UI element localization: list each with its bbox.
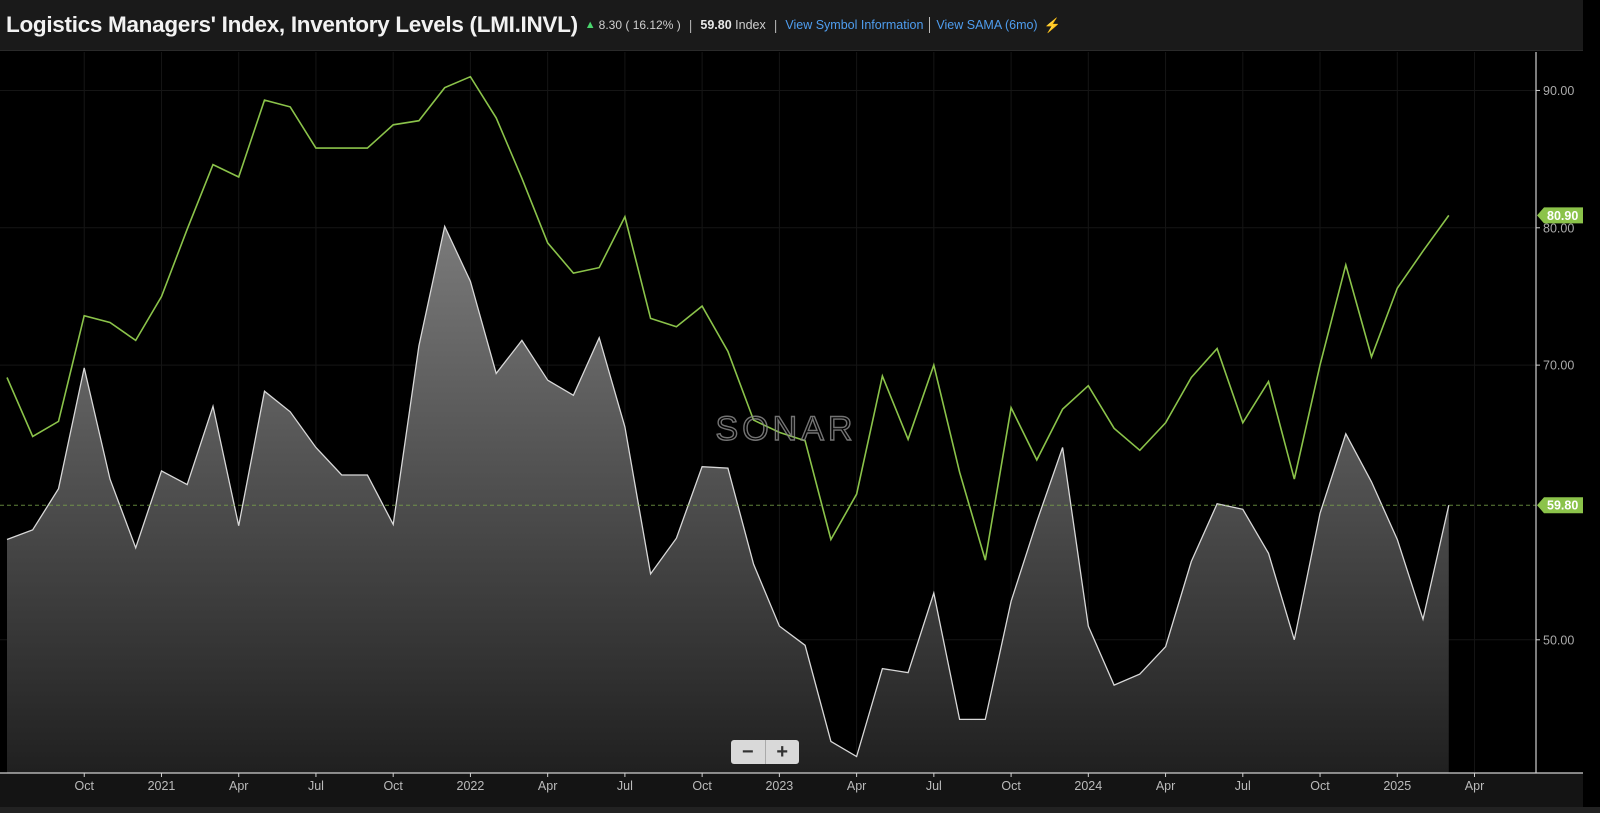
chart-header: Logistics Managers' Index, Inventory Lev… (0, 0, 1583, 51)
legend-swatch (6, 80, 18, 92)
legend-series-name[interactable]: LMI.INVC (23, 79, 76, 93)
x-tick-label: Apr (1156, 779, 1175, 793)
x-tick-label: Apr (538, 779, 557, 793)
x-tick-label: Oct (383, 779, 403, 793)
x-tick-label: Oct (1001, 779, 1021, 793)
x-tick-label: 2025 (1383, 779, 1411, 793)
zoom-in-button[interactable]: + (776, 740, 789, 763)
series-area-fill-lmi-invl (7, 226, 1449, 773)
lightning-icon[interactable]: ⚡ (1043, 16, 1062, 33)
view-symbol-link[interactable]: View Symbol Information (785, 18, 924, 32)
x-tick-label: Apr (229, 779, 248, 793)
end-label-lmi-invc-bg (1537, 207, 1583, 224)
legend: LMI.INVC 80.90 (6, 79, 122, 93)
compare-label: Compare... (15, 63, 65, 74)
change-value: 8.30 ( 16.12% ) (598, 18, 681, 32)
last-value-number: 59.80 (700, 18, 732, 32)
divider: | (688, 17, 693, 33)
x-tick-label: Apr (847, 779, 866, 793)
bottom-scrollbar[interactable] (0, 807, 1600, 813)
divider: | (773, 17, 778, 33)
x-tick-label: Oct (75, 779, 95, 793)
x-axis-background (0, 773, 1583, 807)
legend-series-value: 80.90 (91, 79, 122, 93)
chart-title: Logistics Managers' Index, Inventory Lev… (6, 12, 578, 37)
x-tick-label: Oct (1310, 779, 1330, 793)
plus-icon: + (4, 60, 12, 74)
change-indicator: ▲ 8.30 ( 16.12% ) (585, 18, 681, 32)
series-line-lmi-invl (6, 224, 1450, 758)
x-tick-label: 2021 (148, 779, 176, 793)
x-tick-label: 2024 (1074, 779, 1102, 793)
arrow-up-icon: ▲ (584, 19, 596, 31)
end-label-lmi-invc: 80.90 (1547, 209, 1578, 223)
zoom-out-button[interactable]: − (731, 740, 766, 764)
divider (929, 17, 931, 33)
watermark: SONAR (716, 410, 857, 448)
x-tick-label: 2022 (457, 779, 485, 793)
x-tick-label: Jul (617, 779, 633, 793)
view-sama-link[interactable]: View SAMA (6mo) (936, 18, 1038, 32)
series-line-lmi-invc (6, 75, 1450, 561)
x-tick-label: 2023 (765, 779, 793, 793)
x-tick-label: Oct (692, 779, 712, 793)
x-tick-label: Apr (1465, 779, 1484, 793)
plot-background (0, 51, 1536, 773)
compare-button[interactable]: + Compare... ˄ (4, 60, 74, 74)
chevron-up-icon: ˄ (68, 63, 75, 74)
x-tick-label: Jul (308, 779, 324, 793)
last-value: 59.80 Index (700, 18, 765, 32)
y-tick-label: 70.00 (1543, 359, 1574, 373)
zoom-controls: − + (731, 740, 799, 764)
x-tick-label: Jul (926, 779, 942, 793)
y-tick-label: 90.00 (1543, 84, 1574, 98)
last-value-unit: Index (735, 18, 766, 32)
x-tick-label: Jul (1235, 779, 1251, 793)
end-label-lmi-invl-bg (1537, 497, 1583, 514)
end-label-lmi-invl: 59.80 (1547, 499, 1578, 513)
y-tick-label: 50.00 (1543, 633, 1574, 647)
y-tick-label: 80.00 (1543, 221, 1574, 235)
